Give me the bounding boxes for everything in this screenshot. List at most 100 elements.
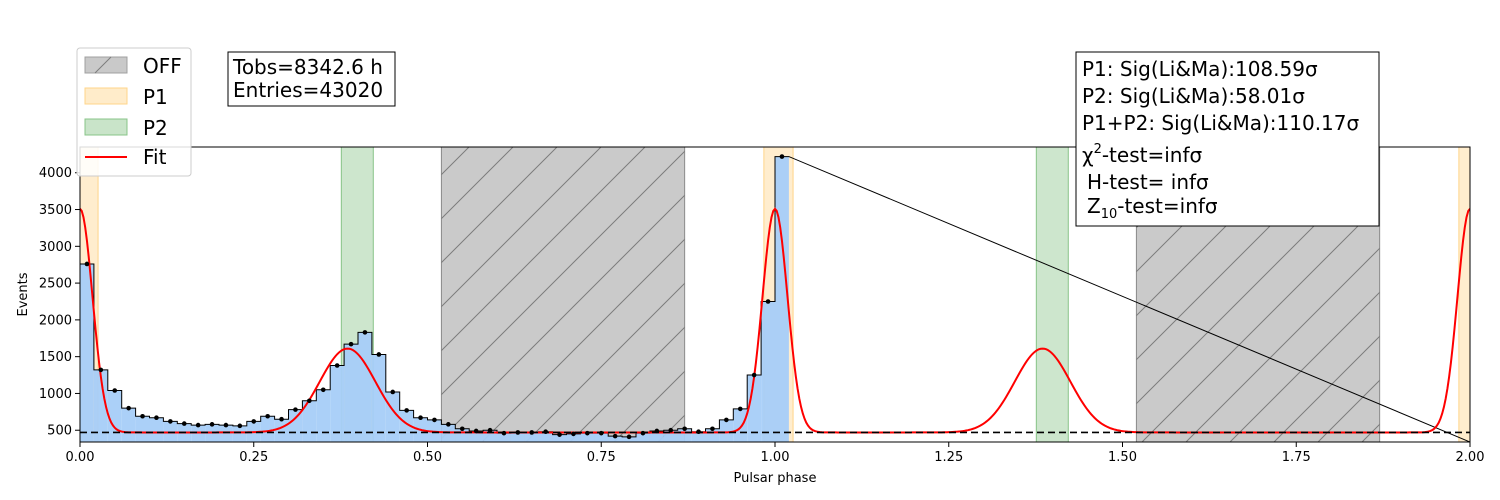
y-tick-label: 3500	[39, 203, 72, 218]
data-point	[751, 372, 757, 378]
data-point	[446, 422, 451, 427]
info-box-frame	[227, 51, 396, 107]
data-point	[223, 422, 229, 428]
data-point	[293, 407, 298, 412]
legend-entry-off: OFF	[84, 54, 182, 78]
x-tick-label: 0.25	[239, 450, 268, 465]
x-tick-label: 0.50	[413, 450, 442, 465]
histogram-bar	[135, 416, 150, 442]
legend-swatch-p1	[84, 87, 128, 105]
y-axis-label: Events	[16, 272, 31, 316]
histogram-bar	[719, 419, 734, 442]
data-point	[432, 417, 437, 423]
data-point	[710, 426, 715, 432]
histogram-bar	[399, 410, 414, 442]
data-point	[237, 423, 243, 429]
histogram-bar	[747, 375, 762, 442]
histogram-bar	[107, 390, 122, 442]
histogram-bar	[608, 436, 623, 442]
chi2-superscript: 2	[1094, 142, 1102, 157]
histogram-bar	[121, 408, 136, 442]
y-tick-label: 1500	[39, 350, 72, 365]
x-axis-ticks: 0.00 0.25 0.50 0.75 1.00 1.25 1.50 1.75 2.00	[66, 442, 1485, 465]
data-point	[362, 330, 368, 335]
legend-swatch-off	[84, 56, 128, 74]
histogram-bar	[524, 432, 539, 442]
legend-label-fit: Fit	[143, 145, 167, 169]
y-tick-label: 2000	[39, 313, 72, 328]
data-point	[404, 408, 409, 413]
histogram-bar	[371, 354, 386, 442]
histogram-bar	[149, 417, 164, 442]
data-point	[140, 413, 145, 419]
data-point	[765, 299, 771, 304]
data-point	[265, 413, 270, 419]
data-point	[487, 427, 493, 433]
legend-entry-p1: P1	[84, 85, 168, 109]
data-point	[307, 398, 312, 404]
histogram-bar	[274, 419, 289, 442]
x-tick-label: 2.00	[1456, 450, 1485, 465]
data-point	[98, 367, 104, 373]
data-point	[737, 406, 743, 412]
data-point	[571, 431, 576, 437]
histogram-bar	[330, 365, 345, 442]
histogram-outline	[80, 156, 1470, 442]
histogram-bar	[538, 431, 553, 442]
histogram-bar	[358, 332, 372, 442]
histogram-bar	[649, 430, 664, 442]
y-tick-label: 4000	[39, 166, 72, 181]
histogram-bar	[636, 433, 650, 442]
data-point	[682, 426, 687, 432]
z-symbol: Z	[1087, 194, 1101, 218]
x-tick-label: 1.25	[934, 450, 963, 465]
p2-significance: P2: Sig(Li&Ma):58.01σ	[1082, 84, 1305, 108]
stats-box-frame	[1075, 51, 1380, 227]
y-tick-label: 3000	[39, 240, 72, 255]
histogram-bar	[80, 263, 94, 442]
x-tick-label: 1.00	[761, 450, 790, 465]
data-point	[320, 387, 326, 393]
observation-info-box: Tobs=8342.6 h Entries=43020	[227, 51, 396, 107]
data-point	[168, 419, 173, 424]
histogram-bar	[510, 432, 525, 442]
histogram-bar	[622, 436, 636, 442]
z10-test: Z10-test=infσ	[1087, 194, 1218, 222]
histogram-bar	[260, 416, 275, 442]
data-point	[459, 426, 465, 432]
histogram-bar	[344, 344, 358, 442]
histogram-bar	[316, 389, 331, 442]
data-point	[626, 434, 632, 440]
p2-region-2	[1035, 147, 1069, 442]
observation-time: Tobs=8342.6 h	[232, 55, 383, 79]
histogram-bar	[663, 430, 678, 442]
data-point	[724, 417, 729, 423]
histogram-bar	[497, 433, 511, 442]
z-subscript: 10	[1101, 207, 1118, 222]
legend-label-off: OFF	[143, 54, 182, 78]
data-point	[612, 433, 618, 439]
legend: OFF P1 P2 Fit	[76, 47, 192, 177]
p1-region-3	[1458, 147, 1470, 442]
h-test: H-test= infσ	[1087, 170, 1209, 194]
data-point	[84, 261, 90, 267]
histogram-bar	[594, 433, 609, 442]
x-tick-label: 0.00	[66, 450, 95, 465]
data-point	[668, 427, 674, 433]
data-point	[195, 422, 201, 428]
chi2-symbol: χ	[1082, 143, 1094, 167]
p1-significance: P1: Sig(Li&Ma):108.59σ	[1082, 57, 1318, 81]
data-point	[251, 419, 257, 424]
histogram-bar	[566, 433, 581, 442]
data-point	[126, 405, 131, 411]
histogram-bar	[93, 369, 108, 442]
legend-swatch-p2	[84, 118, 128, 136]
data-point	[348, 341, 354, 347]
histogram-bar	[775, 156, 789, 442]
x-axis-label: Pulsar phase	[734, 471, 817, 486]
data-point	[557, 432, 562, 437]
histogram-bar	[191, 425, 206, 442]
data-point	[112, 388, 118, 393]
histogram-bar	[552, 434, 567, 442]
